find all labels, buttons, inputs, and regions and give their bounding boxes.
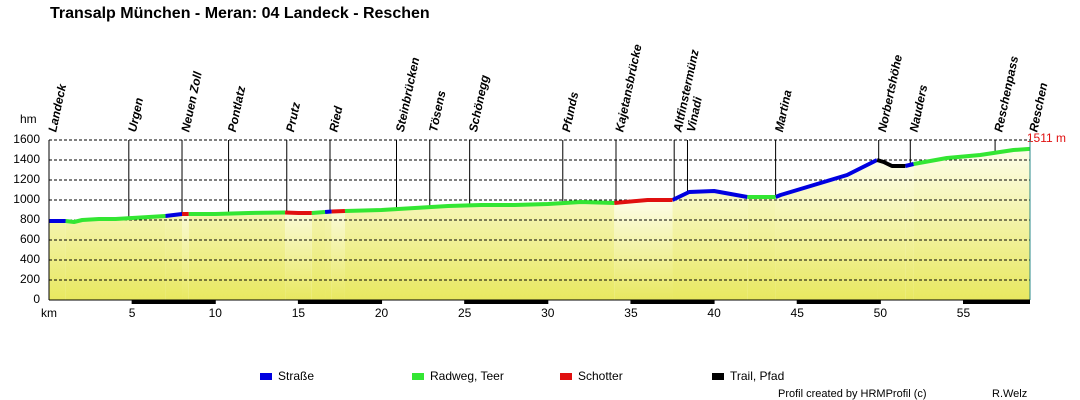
x-tick-label: 25 [458,306,472,320]
y-tick-label: 1200 [13,172,40,186]
x-scale-band [298,300,382,304]
waypoint-label: Schönegg [466,73,492,133]
profile-line [324,209,332,214]
waypoint-label: Landeck [45,81,69,133]
profile-line [614,198,673,205]
x-tick-label: 5 [129,306,136,320]
waypoint-label: Martina [772,88,795,133]
waypoint-label: Reschenpass [991,54,1021,133]
x-tick-label: 10 [209,306,223,320]
y-tick-label: 1000 [13,192,40,206]
profile-line [188,210,286,216]
profile-area [877,160,906,300]
waypoint-label: Prutz [283,101,303,133]
profile-line [311,210,326,215]
footer: Profil created by HRMProfil (c) [778,388,927,400]
legend-label: Schotter [578,369,623,383]
y-tick-label: 200 [20,272,40,286]
profile-line [165,212,183,218]
waypoint-label: Steinbrücken [393,56,423,133]
y-axis-label: hm [20,112,37,126]
end-label: 1511 m [1027,131,1066,145]
profile-line [285,210,312,215]
legend-swatch [260,373,272,380]
x-tick-label: 55 [957,306,971,320]
x-scale-band [963,300,1030,304]
author: R.Welz [992,388,1027,400]
legend-swatch [560,373,572,380]
waypoint-label: Neuen Zoll [178,70,205,134]
waypoint-label: Pfunds [559,90,581,133]
x-tick-label: 30 [541,306,555,320]
x-tick-label: 40 [707,306,721,320]
y-tick-label: 0 [33,292,40,306]
waypoint-label: Kajetansbrücke [612,43,644,134]
x-tick-label: 15 [292,306,306,320]
waypoint-label: Urgen [125,96,146,133]
waypoint-label: Pontlatz [225,85,248,134]
profile-area [182,200,673,300]
profile-line [913,146,1031,166]
x-tick-label: 50 [874,306,888,320]
profile-area [49,160,914,300]
y-tick-label: 1400 [13,152,40,166]
y-tick-label: 400 [20,252,40,266]
x-tick-label: 35 [624,306,638,320]
profile-line [65,214,166,224]
x-scale-band [132,300,216,304]
profile-line [904,162,915,168]
waypoint-label: Tösens [426,89,448,133]
legend-label: Radweg, Teer [430,369,504,383]
x-scale-band [464,300,548,304]
profile-area [65,148,1030,300]
x-axis-label: km [41,306,57,320]
profile-line [876,158,906,168]
x-scale-band [630,300,715,304]
legend-label: Trail, Pfad [730,369,784,383]
profile-line [344,200,615,213]
y-tick-label: 800 [20,212,40,226]
legend-swatch [412,373,424,380]
waypoint-label: Ried [326,104,345,133]
x-tick-label: 45 [791,306,805,320]
profile-line [671,189,748,202]
y-tick-label: 1600 [13,132,40,146]
legend-label: Straße [278,369,314,383]
x-tick-label: 20 [375,306,389,320]
profile-line [331,209,346,214]
legend-swatch [712,373,724,380]
waypoint-label: Norbertshöhe [875,53,905,133]
waypoint-label: Reschen [1026,81,1050,133]
y-tick-label: 600 [20,232,40,246]
profile-line [774,158,878,199]
chart-title: Transalp München - Meran: 04 Landeck - R… [50,5,430,22]
waypoint-label: Nauders [907,83,931,133]
x-scale-band [797,300,881,304]
